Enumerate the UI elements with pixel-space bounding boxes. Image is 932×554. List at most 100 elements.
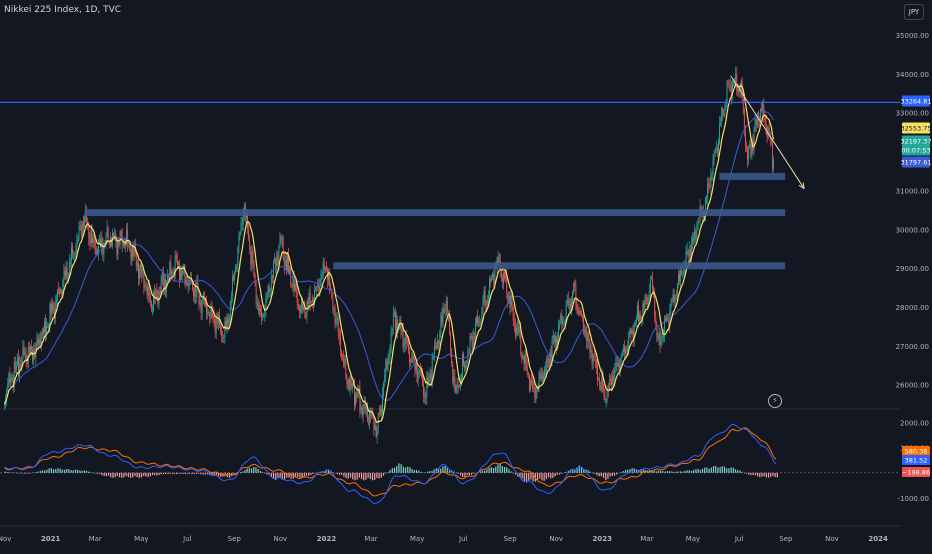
candle-body xyxy=(131,248,133,260)
candle-body xyxy=(293,276,295,291)
candle-body xyxy=(652,278,653,289)
candle-body xyxy=(356,394,358,396)
candle-body xyxy=(490,279,491,282)
macd-histogram-bar xyxy=(83,470,85,473)
candle-body xyxy=(577,306,579,314)
candle-body xyxy=(120,231,122,236)
macd-histogram-bar xyxy=(728,468,730,473)
macd-histogram-bar xyxy=(187,472,189,474)
price-tick-label: 28000.00 xyxy=(896,304,929,312)
candle-body xyxy=(446,300,448,313)
macd-histogram-bar xyxy=(457,472,459,474)
candle-body xyxy=(275,259,277,268)
candle-body xyxy=(122,243,124,246)
candle-body xyxy=(308,293,310,304)
candle-body xyxy=(81,223,83,236)
candle-body xyxy=(668,317,670,326)
candle-body xyxy=(335,319,337,323)
candle-body xyxy=(17,357,18,364)
candle-body xyxy=(347,381,349,384)
candle-body xyxy=(524,353,526,364)
candle-body xyxy=(432,356,434,359)
time-tick-label: May xyxy=(134,535,148,543)
candle-body xyxy=(82,222,84,227)
candle-body xyxy=(130,248,132,259)
candle-body xyxy=(246,214,247,218)
macd-histogram-bar xyxy=(92,472,94,474)
candle-body xyxy=(23,348,25,355)
candle-body xyxy=(550,353,552,361)
candle-body xyxy=(418,370,420,374)
macd-histogram-bar xyxy=(35,472,37,473)
macd-histogram-bar xyxy=(147,472,149,477)
macd-histogram-bar xyxy=(59,468,61,473)
candle-body xyxy=(337,318,339,333)
candle-body xyxy=(647,297,649,304)
macd-histogram-bar xyxy=(721,466,723,473)
trend-arrow-head xyxy=(798,182,805,190)
candle-body xyxy=(482,301,484,310)
macd-histogram-bar xyxy=(103,472,105,477)
candle-body xyxy=(179,263,180,281)
candle-body xyxy=(390,330,392,349)
candle-body xyxy=(504,272,506,279)
macd-histogram-bar xyxy=(363,472,365,481)
macd-histogram-bar xyxy=(347,472,349,479)
candle-body xyxy=(318,285,320,295)
candle-body xyxy=(360,408,362,410)
macd-histogram-bar xyxy=(666,471,668,473)
candle-body xyxy=(770,140,772,143)
candle-body xyxy=(175,255,177,261)
candle-body xyxy=(560,315,562,323)
candle-body xyxy=(622,347,624,353)
candle-body xyxy=(445,299,447,310)
macd-histogram-bar xyxy=(539,472,541,479)
candle-body xyxy=(78,226,80,236)
macd-histogram-bar xyxy=(235,472,237,475)
candle-body xyxy=(708,183,710,186)
candle-body xyxy=(384,375,386,383)
macd-histogram-bar xyxy=(22,472,24,474)
macd-histogram-bar xyxy=(17,472,19,474)
candle-body xyxy=(401,330,403,332)
candle-body xyxy=(598,378,599,380)
candle-body xyxy=(210,306,212,318)
lightning-icon[interactable]: ⚡ xyxy=(768,394,782,408)
candle-body xyxy=(698,220,700,222)
candle-body xyxy=(133,244,135,257)
currency-button[interactable]: JPY xyxy=(904,4,924,20)
candle-body xyxy=(453,376,455,384)
candle-body xyxy=(717,141,719,151)
candle-body xyxy=(146,286,148,295)
time-tick-label: Jul xyxy=(182,535,192,543)
candle-body xyxy=(66,267,68,279)
candle-body xyxy=(661,336,663,339)
candle-body xyxy=(689,249,691,260)
candle-body xyxy=(404,335,406,345)
time-tick-label: Nov xyxy=(825,535,839,543)
candle-body xyxy=(673,293,675,304)
candle-body xyxy=(325,266,327,270)
time-tick-label: Sep xyxy=(503,535,517,543)
candle-body xyxy=(21,359,23,368)
candle-body xyxy=(609,378,611,381)
candle-body xyxy=(697,221,699,229)
macd-histogram-bar xyxy=(193,472,195,475)
macd-histogram-bar xyxy=(184,472,187,475)
candle-body xyxy=(142,275,144,276)
candle-body xyxy=(430,373,432,381)
candle-body xyxy=(52,302,54,310)
candle-body xyxy=(80,225,82,236)
candle-body xyxy=(139,268,140,278)
macd-histogram-bar xyxy=(334,472,336,474)
candle-body xyxy=(608,379,610,389)
macd-histogram-bar xyxy=(424,472,426,474)
candle-body xyxy=(413,356,415,361)
macd-histogram-bar xyxy=(154,472,156,476)
macd-histogram-bar xyxy=(543,472,545,481)
candle-body xyxy=(314,289,315,305)
macd-histogram-bar xyxy=(367,472,369,478)
candle-body xyxy=(534,387,536,399)
